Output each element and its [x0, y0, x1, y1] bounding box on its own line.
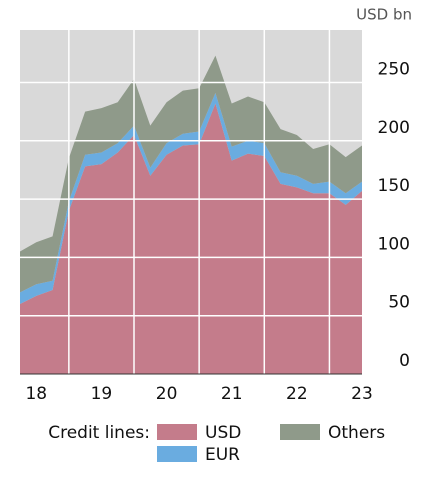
x-tick-label: 20 — [156, 384, 178, 404]
area — [20, 92, 362, 305]
legend-label: USD — [205, 423, 241, 443]
x-tick-label: 23 — [351, 384, 373, 404]
x-tick-label: 18 — [25, 384, 47, 404]
area — [20, 103, 362, 374]
x-tick-label: 19 — [91, 384, 113, 404]
legend-label: Others — [328, 423, 385, 443]
unit-label: USD bn — [356, 6, 412, 24]
legend-swatch — [157, 424, 197, 440]
legend-swatch — [157, 446, 197, 462]
y-tick-label: 200 — [378, 118, 410, 138]
y-tick-label: 150 — [378, 176, 410, 196]
legend-swatch — [280, 424, 320, 440]
y-tick-label: 50 — [388, 293, 410, 313]
x-tick-label: 22 — [286, 384, 308, 404]
y-tick-label: 250 — [378, 59, 410, 79]
legend-title: Credit lines: — [48, 423, 150, 443]
y-tick-label: 100 — [378, 234, 410, 254]
x-tick-label: 21 — [221, 384, 243, 404]
area — [20, 55, 362, 293]
y-tick-label: 0 — [399, 351, 410, 371]
legend-label: EUR — [205, 445, 240, 465]
